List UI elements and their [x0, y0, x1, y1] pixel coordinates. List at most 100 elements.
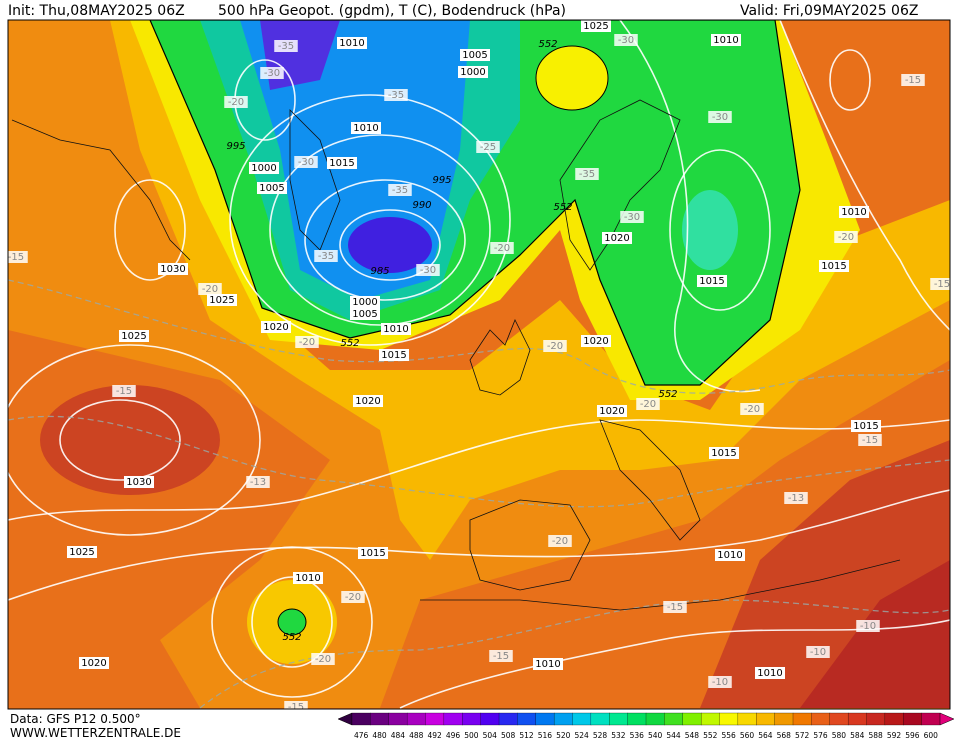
- yellow-ridge: [535, 45, 609, 111]
- label-box: [839, 206, 869, 218]
- label-box: [119, 330, 149, 342]
- temperature-label: -20: [345, 592, 361, 603]
- isobar-label: 985: [370, 266, 389, 277]
- temperature-label: -20: [228, 97, 244, 108]
- green-cutoff: [277, 608, 307, 636]
- deep-blue-low: [348, 217, 432, 273]
- colorbar-swatch: [351, 712, 371, 726]
- label-box: [614, 34, 638, 46]
- colorbar-swatch: [388, 712, 408, 726]
- isobar-label: 552: [538, 39, 557, 50]
- label-box: [327, 157, 357, 169]
- temperature-label: -30: [712, 112, 728, 123]
- colorbar-swatch: [719, 712, 739, 726]
- colorbar-swatch: [572, 712, 592, 726]
- colorbar-label: 528: [593, 731, 608, 740]
- dark-red-southeast: [800, 560, 950, 708]
- label-box: [124, 476, 154, 488]
- colorbar-swatch: [792, 712, 812, 726]
- colorbar-label: 596: [905, 731, 920, 740]
- colorbar-swatch: [682, 712, 702, 726]
- colorbar-swatch: [884, 712, 904, 726]
- isobar-label: 995: [226, 141, 245, 152]
- isobar-label: 1005: [352, 309, 377, 320]
- temperature-label: -10: [860, 621, 876, 632]
- label-box: [416, 264, 440, 276]
- colorbar-label: 552: [703, 731, 718, 740]
- isobar-label: 1020: [604, 233, 629, 244]
- label-box: [358, 547, 388, 559]
- temperature-label: -30: [264, 68, 280, 79]
- label-box: [257, 182, 287, 194]
- label-box: [806, 646, 830, 658]
- isobar-label: 1015: [381, 350, 406, 361]
- isobar-label: 1020: [599, 406, 624, 417]
- map-title: 500 hPa Geopot. (gpdm), T (C), Bodendruc…: [218, 3, 566, 19]
- label-box: [274, 40, 298, 52]
- label-box: [490, 242, 514, 254]
- label-box: [697, 275, 727, 287]
- label-box: [112, 385, 136, 397]
- label-box: [476, 141, 500, 153]
- colorbar-swatch: [517, 712, 537, 726]
- site-url: WWW.WETTERZENTRALE.DE: [10, 726, 181, 740]
- colorbar-label: 544: [666, 731, 681, 740]
- colorbar-label: 568: [777, 731, 792, 740]
- label-box: [784, 492, 808, 504]
- colorbar-swatch: [811, 712, 831, 726]
- temperature-label: -20: [547, 341, 563, 352]
- colorbar-swatch: [443, 712, 463, 726]
- colorbar-swatch: [645, 712, 665, 726]
- colorbar-label: 520: [556, 731, 571, 740]
- temperature-label: -15: [905, 75, 921, 86]
- isobar-label: 995: [432, 175, 451, 186]
- temperature-label: -35: [579, 169, 595, 180]
- isobar-label: 1020: [263, 322, 288, 333]
- isobar-label: 1010: [339, 38, 364, 49]
- label-box: [249, 162, 279, 174]
- colorbar-label: 516: [538, 731, 553, 740]
- colorbar-swatch: [498, 712, 518, 726]
- temperature-label: -20: [315, 654, 331, 665]
- label-box: [284, 701, 308, 709]
- label-box: [337, 37, 367, 49]
- temperature-label: -35: [278, 41, 294, 52]
- label-box: [341, 591, 365, 603]
- colorbar-label: 556: [722, 731, 737, 740]
- temperature-label: -15: [288, 702, 304, 713]
- temperature-label: -13: [788, 493, 804, 504]
- temperature-label: -15: [493, 651, 509, 662]
- colorbar-label: 592: [887, 731, 902, 740]
- temperature-label: -35: [318, 251, 334, 262]
- colorbar-swatch: [866, 712, 886, 726]
- label-box: [597, 405, 627, 417]
- colorbar-label: 560: [740, 731, 755, 740]
- label-box: [295, 336, 319, 348]
- temperature-label: -20: [744, 404, 760, 415]
- label-box: [353, 395, 383, 407]
- red-high: [40, 385, 220, 495]
- isobar-label: 1000: [460, 67, 485, 78]
- isobar-label: 1010: [295, 573, 320, 584]
- colorbar-swatch: [627, 712, 647, 726]
- label-box: [246, 476, 270, 488]
- isobar-label: 1010: [757, 668, 782, 679]
- isobar-label: 1015: [329, 158, 354, 169]
- colorbar-swatch: [480, 712, 500, 726]
- colorbar-swatch: [921, 712, 941, 726]
- colorbar-label: 584: [850, 731, 865, 740]
- temperature-label: -15: [667, 602, 683, 613]
- colorbar-label: 488: [409, 731, 424, 740]
- label-box: [314, 250, 338, 262]
- label-box: [709, 447, 739, 459]
- label-box: [207, 294, 237, 306]
- colorbar-swatch: [590, 712, 610, 726]
- label-box: [715, 549, 745, 561]
- temperature-label: -15: [862, 435, 878, 446]
- colorbar-swatch: [903, 712, 923, 726]
- label-box: [581, 335, 611, 347]
- cyan-east: [682, 190, 738, 270]
